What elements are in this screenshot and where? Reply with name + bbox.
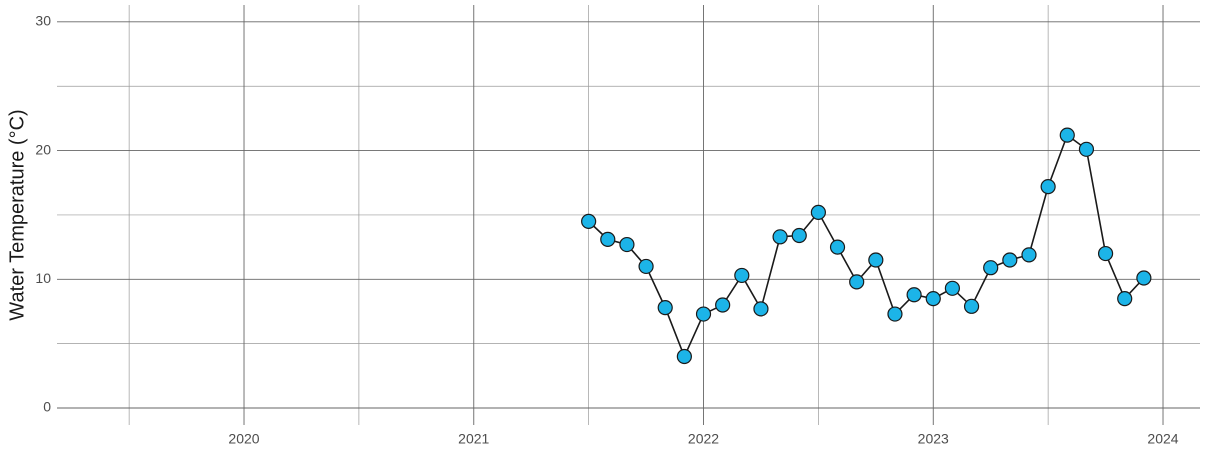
point	[600, 231, 616, 247]
point	[1021, 247, 1037, 263]
point	[1117, 291, 1133, 307]
point	[676, 348, 692, 365]
point	[638, 258, 654, 275]
point	[849, 274, 865, 290]
point	[734, 267, 750, 284]
point	[657, 300, 673, 316]
x-tick-label: 2022	[688, 431, 719, 447]
point	[829, 239, 846, 255]
point	[983, 260, 999, 276]
point	[925, 291, 941, 307]
point	[581, 213, 597, 229]
x-tick-label: 2024	[1147, 431, 1178, 447]
point	[810, 204, 826, 220]
x-tick-label: 2021	[458, 431, 489, 447]
line	[588, 133, 1145, 359]
x-tick-label: 2023	[918, 431, 949, 447]
y-tick-label: 10	[35, 270, 51, 286]
point	[772, 229, 788, 245]
point	[619, 236, 635, 253]
point	[1002, 252, 1018, 268]
point	[1040, 179, 1056, 195]
y-tick-label: 0	[43, 399, 51, 415]
point	[1097, 245, 1114, 262]
point	[887, 306, 903, 322]
y-tick-label: 30	[35, 13, 51, 29]
y-axis-label: Water Temperature (°C)	[6, 109, 28, 320]
point	[868, 252, 884, 268]
point	[963, 298, 980, 314]
point	[1136, 270, 1152, 286]
point	[1078, 141, 1095, 157]
point	[944, 280, 960, 296]
point	[906, 287, 922, 303]
x-tick-label: 2020	[228, 431, 259, 447]
point	[1059, 127, 1075, 143]
point	[791, 227, 807, 244]
point	[695, 306, 712, 322]
point	[753, 301, 769, 317]
y-tick-label: 20	[35, 141, 51, 157]
point	[715, 297, 731, 313]
